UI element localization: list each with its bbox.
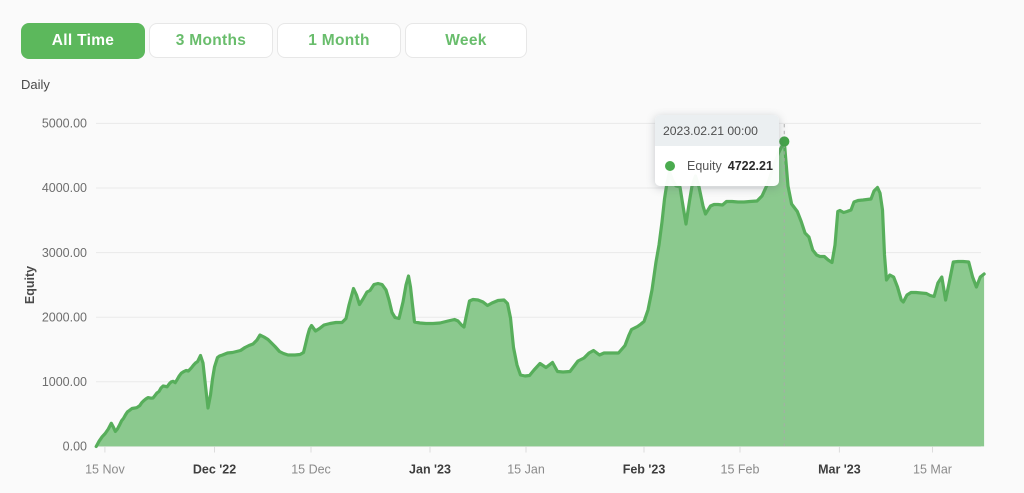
svg-text:3000.00: 3000.00 [42, 246, 87, 260]
svg-text:15 Feb: 15 Feb [721, 463, 760, 477]
svg-text:Equity: Equity [23, 266, 37, 304]
svg-text:15 Jan: 15 Jan [507, 463, 545, 477]
svg-text:15 Nov: 15 Nov [85, 463, 125, 477]
svg-text:4000.00: 4000.00 [42, 181, 87, 195]
svg-text:15 Mar: 15 Mar [913, 463, 952, 477]
svg-text:Mar '23: Mar '23 [818, 463, 861, 477]
svg-text:Jan '23: Jan '23 [409, 463, 451, 477]
svg-text:Dec '22: Dec '22 [193, 463, 236, 477]
svg-text:Feb '23: Feb '23 [623, 463, 666, 477]
svg-text:15 Dec: 15 Dec [291, 463, 331, 477]
svg-text:1000.00: 1000.00 [42, 375, 87, 389]
svg-text:2000.00: 2000.00 [42, 310, 87, 324]
svg-text:0.00: 0.00 [63, 440, 87, 454]
svg-text:5000.00: 5000.00 [42, 117, 87, 131]
